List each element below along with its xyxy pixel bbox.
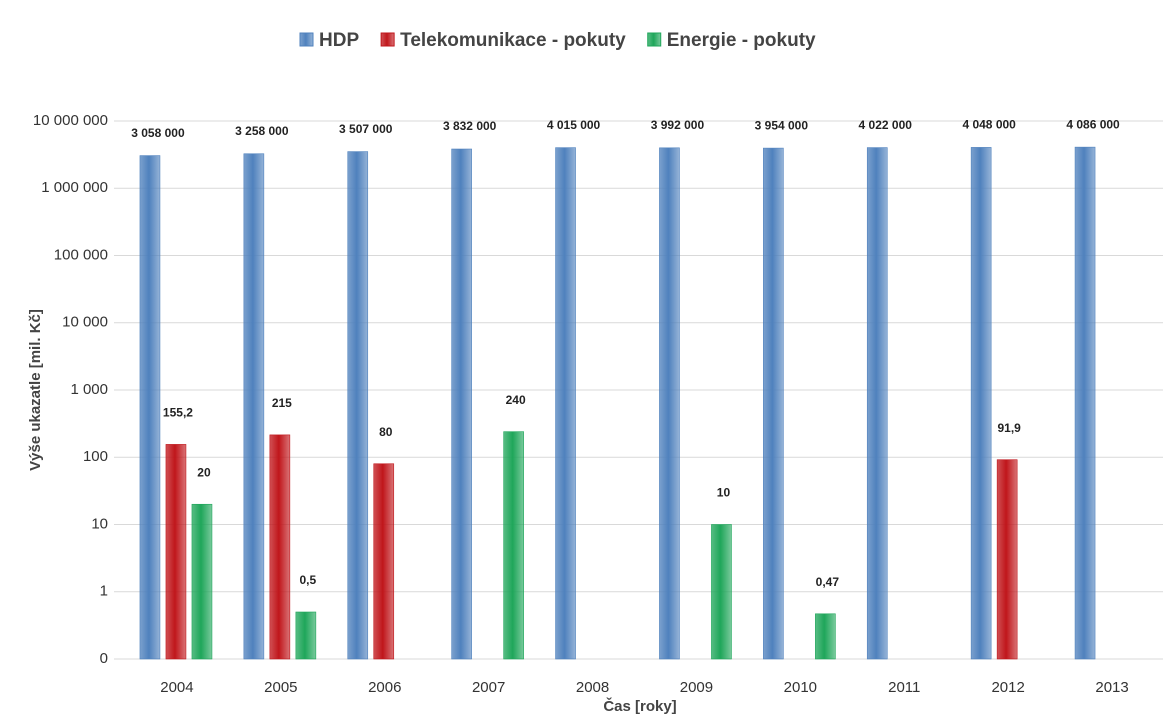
- data-label: 4 022 000: [859, 118, 913, 132]
- y-tick-label: 10: [91, 515, 108, 532]
- data-label: 240: [506, 393, 526, 407]
- bar: [243, 153, 265, 660]
- bar: [659, 147, 680, 660]
- bar: [763, 147, 784, 660]
- data-label: 3 832 000: [443, 119, 497, 133]
- x-tick-label: 2006: [368, 679, 401, 696]
- data-label: 3 258 000: [235, 124, 289, 138]
- data-label: 3 954 000: [755, 118, 809, 132]
- bar: [503, 431, 524, 660]
- bar: [996, 459, 1018, 660]
- data-label: 4 048 000: [962, 118, 1016, 132]
- data-label: 3 058 000: [131, 126, 185, 140]
- x-tick-label: 2007: [472, 679, 505, 696]
- data-label: 215: [272, 396, 292, 410]
- bar: [1074, 146, 1096, 660]
- y-tick-label: 10 000 000: [33, 112, 108, 129]
- bar: [295, 611, 317, 660]
- bar: [555, 147, 576, 660]
- data-label: 3 507 000: [339, 122, 393, 136]
- bar: [165, 444, 187, 660]
- data-label: 91,9: [997, 421, 1021, 435]
- data-label: 4 086 000: [1066, 117, 1120, 131]
- y-tick-label: 1 000 000: [41, 179, 108, 196]
- bar: [866, 147, 888, 660]
- data-label: 0,5: [300, 573, 317, 587]
- x-tick-label: 2010: [784, 679, 817, 696]
- x-tick-label: 2004: [160, 679, 193, 696]
- y-axis-title: Výše ukazatle [mil. Kč]: [27, 309, 44, 471]
- bar: [815, 613, 836, 660]
- legend-swatch: [299, 32, 314, 47]
- bar: [711, 524, 732, 660]
- data-label: 155,2: [163, 406, 193, 420]
- bar: [373, 463, 395, 660]
- legend-label: Telekomunikace - pokuty: [400, 30, 626, 51]
- x-tick-label: 2009: [680, 679, 713, 696]
- data-label: 0,47: [816, 575, 840, 589]
- data-label: 4 015 000: [547, 118, 601, 132]
- bar: [347, 151, 369, 660]
- x-axis-title: Čas [roky]: [603, 697, 676, 715]
- x-tick-label: 2013: [1095, 679, 1128, 696]
- bar: [269, 434, 291, 660]
- y-tick-label: 100: [83, 448, 108, 465]
- x-tick-label: 2008: [576, 679, 609, 696]
- x-tick-label: 2012: [991, 679, 1024, 696]
- bar: [970, 147, 992, 660]
- data-label: 20: [197, 465, 211, 479]
- y-tick-label: 100 000: [54, 246, 108, 263]
- bar: [451, 148, 472, 660]
- legend-swatch: [380, 32, 395, 47]
- y-tick-label: 1 000: [70, 381, 108, 398]
- x-tick-label: 2005: [264, 679, 297, 696]
- data-label: 80: [379, 425, 393, 439]
- y-tick-label: 1: [100, 583, 108, 600]
- bar: [191, 503, 213, 660]
- data-label: 3 992 000: [651, 118, 705, 132]
- legend-label: Energie - pokuty: [667, 30, 816, 51]
- y-tick-label: 10 000: [62, 314, 108, 331]
- legend-label: HDP: [319, 30, 359, 51]
- legend-swatch: [647, 32, 662, 47]
- y-tick-label: 0: [100, 650, 108, 667]
- data-label: 10: [717, 486, 731, 500]
- x-tick-label: 2011: [888, 679, 920, 696]
- bar: [139, 155, 161, 660]
